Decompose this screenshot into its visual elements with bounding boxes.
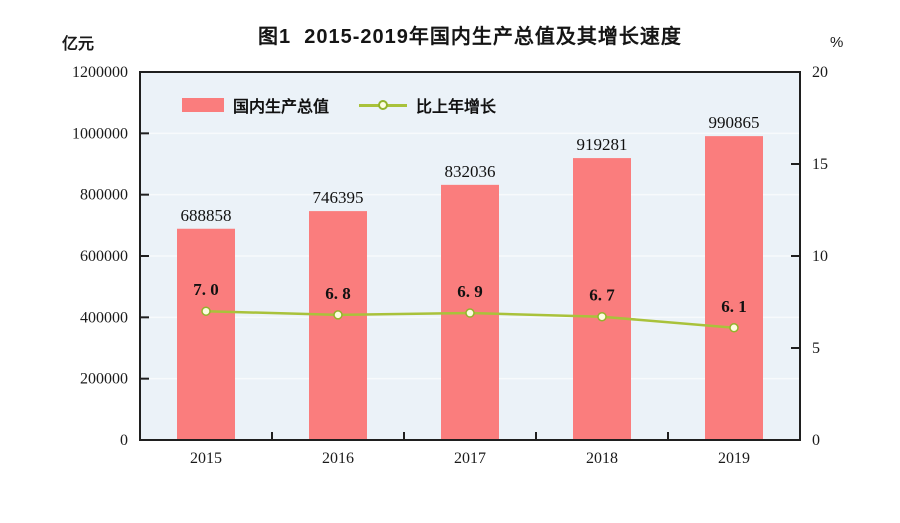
- gdp-value-label-2015: 688858: [181, 206, 232, 225]
- right-axis-tick-label: 10: [812, 248, 828, 265]
- gdp-legend-label: 国内生产总值: [233, 99, 330, 116]
- left-axis-tick-label: 1200000: [72, 64, 128, 81]
- growth-legend-line-icon: [359, 99, 408, 110]
- right-axis-tick-label: 20: [812, 64, 828, 81]
- gdp-value-label-2017: 832036: [445, 162, 496, 181]
- growth-marker-2018: [597, 311, 607, 322]
- right-axis-tick-label: 15: [812, 156, 828, 173]
- x-axis-label-2017: 2017: [454, 450, 486, 467]
- x-axis-label-2015: 2015: [190, 450, 222, 467]
- left-axis-tick-label: 600000: [80, 248, 128, 265]
- right-axis-tick-label: 0: [812, 432, 820, 449]
- left-axis-unit-label: 亿元: [62, 36, 95, 53]
- left-axis-tick-label: 200000: [80, 371, 128, 388]
- right-axis-tick-label: 5: [812, 340, 820, 357]
- growth-legend-marker-icon: [378, 99, 389, 110]
- left-axis-tick-label: 800000: [80, 187, 128, 204]
- x-axis-label-2018: 2018: [586, 450, 618, 467]
- growth-value-label-2016: 6. 8: [325, 284, 351, 303]
- gdp-bar-2018: [573, 158, 631, 440]
- gdp-legend-swatch: [182, 98, 224, 112]
- gdp-value-label-2016: 746395: [313, 188, 364, 207]
- x-axis-label-2019: 2019: [718, 450, 750, 467]
- right-axis-unit-label: %: [830, 34, 844, 51]
- left-axis-tick-label: 400000: [80, 309, 128, 326]
- gdp-value-label-2018: 919281: [577, 135, 628, 154]
- left-axis-tick-label: 0: [120, 432, 128, 449]
- gdp-bar-2016: [309, 211, 367, 440]
- gdp-bar-2015: [177, 228, 235, 440]
- chart-title: 图1 2015-2019年国内生产总值及其增长速度: [258, 26, 682, 48]
- legend: 国内生产总值 比上年增长: [182, 96, 497, 116]
- growth-legend-label: 比上年增长: [416, 99, 497, 116]
- gdp-value-label-2019: 990865: [709, 113, 760, 132]
- growth-value-label-2018: 6. 7: [589, 286, 615, 305]
- growth-marker-2017: [465, 308, 475, 318]
- growth-value-label-2019: 6. 1: [721, 297, 747, 316]
- growth-value-label-2015: 7. 0: [193, 280, 219, 299]
- left-axis-tick-label: 1000000: [72, 125, 128, 142]
- growth-value-label-2017: 6. 9: [457, 282, 483, 301]
- growth-marker-2016: [333, 310, 343, 320]
- x-axis-label-2016: 2016: [322, 450, 354, 467]
- gdp-bar-2019: [705, 136, 763, 440]
- growth-marker-2019: [729, 323, 739, 333]
- growth-marker-2015: [201, 306, 211, 316]
